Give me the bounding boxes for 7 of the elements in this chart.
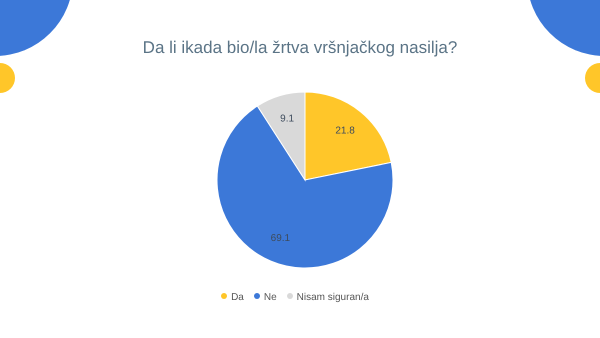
chart-title: Da li ikada bio/la žrtva vršnjačkog nasilja? [142, 38, 458, 58]
legend-label: Nisam siguran/a [296, 292, 369, 303]
data-label: 21.8 [335, 125, 356, 136]
legend-label: Da [231, 292, 244, 303]
legend-label: Ne [264, 292, 277, 303]
data-label: 9.1 [280, 114, 295, 125]
data-label: 69.1 [270, 232, 291, 244]
